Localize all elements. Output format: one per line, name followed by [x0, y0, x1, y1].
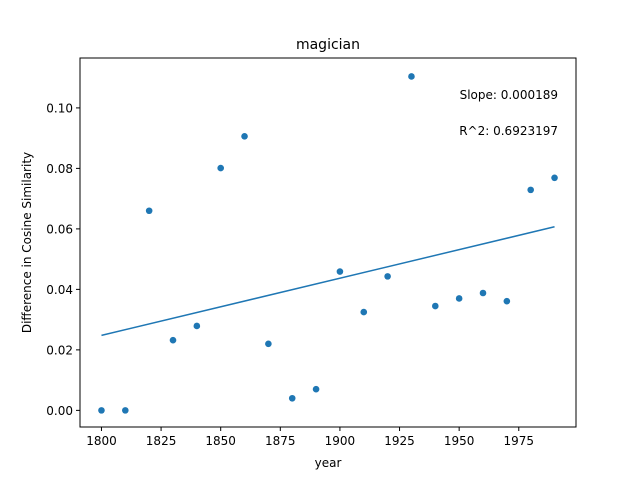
data-point [360, 308, 368, 316]
x-axis-label: year [315, 456, 342, 470]
data-point [432, 302, 439, 310]
x-tick-label: 1900 [325, 434, 356, 448]
x-tick-label: 1950 [444, 434, 475, 448]
data-point [312, 385, 320, 393]
data-point [169, 336, 177, 344]
y-tick-label: 0.06 [46, 222, 73, 236]
data-point [336, 268, 344, 275]
data-point [241, 133, 248, 140]
plot-frame [79, 57, 577, 428]
data-point [145, 207, 153, 215]
y-tick-label: 0.04 [46, 283, 73, 297]
x-tick-label: 1850 [205, 434, 236, 448]
data-point [408, 73, 415, 80]
data-point [479, 289, 487, 297]
x-tick-label: 1975 [503, 434, 534, 448]
x-tick-label: 1800 [86, 434, 117, 448]
y-tick-label: 0.08 [46, 162, 73, 176]
y-tick-label: 0.02 [46, 343, 73, 357]
x-tick-label: 1925 [384, 434, 415, 448]
slope-annotation: Slope: 0.000189 [460, 88, 558, 102]
data-point [98, 407, 105, 414]
data-point [384, 273, 391, 280]
y-tick-label: 0.00 [46, 404, 73, 418]
data-point [551, 174, 558, 182]
data-point [527, 186, 534, 194]
x-tick-label: 1825 [146, 434, 177, 448]
chart-title: magician [296, 37, 360, 53]
data-points [98, 73, 558, 414]
data-point [217, 164, 224, 172]
y-axis-label: Difference in Cosine Similarity [20, 152, 34, 333]
regression-line [101, 226, 555, 337]
data-point [503, 297, 511, 305]
data-point [288, 394, 296, 402]
data-point [455, 295, 463, 302]
axis-ticks: 1800 1825 1850 1875 1900 1925 1950 1975 0.00 0.02… [46, 101, 534, 448]
r2-annotation: R^2: 0.6923197 [459, 124, 558, 138]
data-point [122, 407, 129, 414]
data-point [265, 340, 272, 348]
y-tick-label: 0.10 [46, 101, 73, 115]
data-point [193, 322, 201, 330]
x-tick-label: 1875 [265, 434, 296, 448]
fit-line [101, 226, 555, 337]
